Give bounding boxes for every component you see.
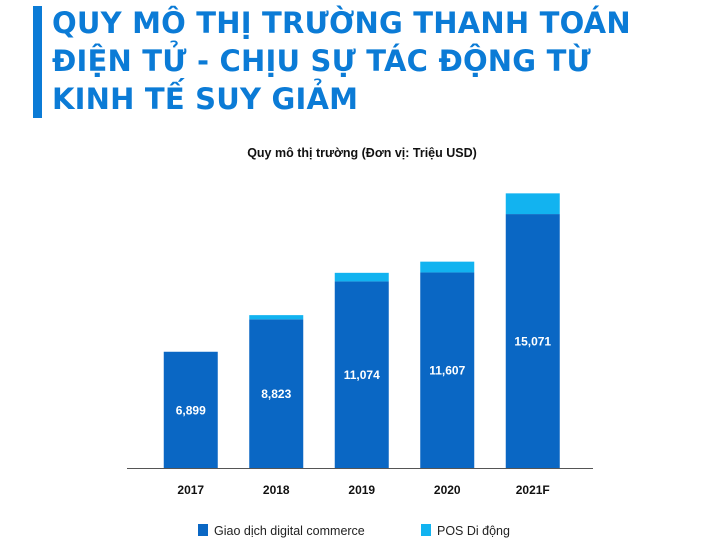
headline-line-1: QUY MÔ THỊ TRƯỜNG THANH TOÁN — [52, 6, 631, 40]
x-tick-label-2021f: 2021F — [516, 483, 550, 497]
data-label-2020: 11,607 — [429, 364, 465, 378]
headline-line-3: KINH TẾ SUY GIẢM — [52, 82, 359, 116]
bar-segment-digital-commerce-2017 — [163, 351, 218, 468]
chart-title: Quy mô thị trường (Đơn vị: Triệu USD) — [247, 146, 477, 160]
x-tick-label-2018: 2018 — [263, 483, 290, 497]
bar-segment-digital-commerce-2020 — [420, 272, 475, 468]
legend-label-pos: POS Di động — [437, 524, 510, 538]
bar-segment-pos-2018 — [249, 315, 304, 320]
data-label-2021f: 15,071 — [514, 335, 551, 349]
bar-segment-pos-2021f — [505, 193, 560, 215]
legend-swatch-digital-commerce — [198, 524, 208, 536]
data-label-2017: 6,899 — [176, 403, 206, 417]
bar-segment-digital-commerce-2021f — [505, 214, 560, 468]
legend-swatch-pos — [421, 524, 431, 536]
bar-segment-digital-commerce-2019 — [334, 281, 389, 468]
title-accent-bar — [33, 6, 42, 118]
bar-segment-pos-2020 — [420, 261, 475, 273]
x-tick-label-2019: 2019 — [348, 483, 375, 497]
bars-layer: 6,899 8,823 11,074 11,607 15,071 — [163, 193, 560, 468]
headline-line-2: ĐIỆN TỬ - CHỊU SỰ TÁC ĐỘNG TỪ — [52, 44, 591, 78]
legend-label-digital-commerce: Giao dịch digital commerce — [214, 524, 365, 538]
bar-segment-pos-2019 — [334, 272, 389, 282]
x-tick-label-2017: 2017 — [177, 483, 204, 497]
bar-segment-digital-commerce-2018 — [249, 319, 304, 468]
x-tick-labels: 2017 2018 2019 2020 2021F — [177, 483, 549, 497]
data-label-2018: 8,823 — [261, 387, 291, 401]
chart-legend: Giao dịch digital commerce POS Di động — [198, 524, 510, 538]
page-headline: QUY MÔ THỊ TRƯỜNG THANH TOÁN ĐIỆN TỬ - C… — [52, 4, 712, 118]
x-tick-label-2020: 2020 — [434, 483, 461, 497]
data-label-2019: 11,074 — [344, 368, 380, 382]
